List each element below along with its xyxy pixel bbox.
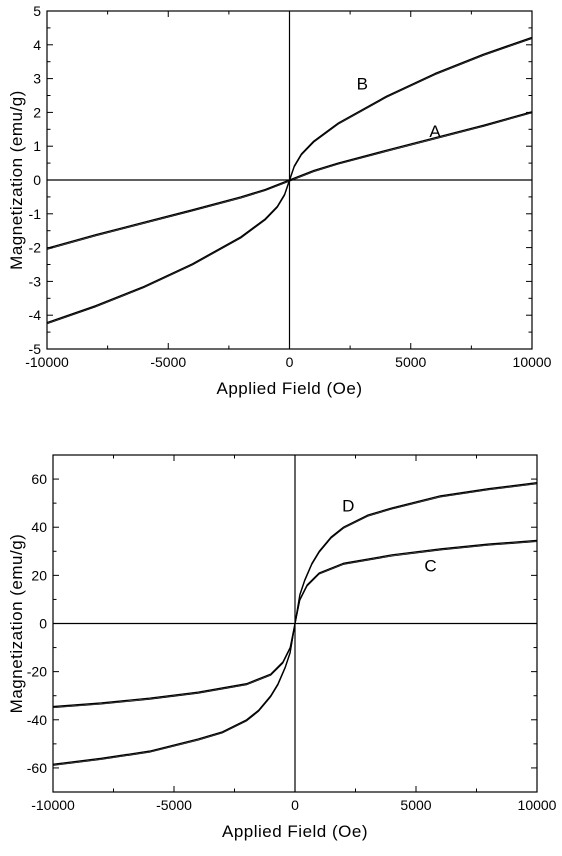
x-tick-label: -5000 (150, 354, 186, 370)
y-tick-label: 0 (39, 616, 47, 632)
x-tick-label: 10000 (518, 797, 557, 813)
series-label-D: D (342, 497, 354, 516)
chart-bottom: -10000 -5000 0 5000 10000 -60 -40 -20 0 20 40 60 App… (7, 454, 557, 841)
y-tick-label: 0 (33, 172, 41, 188)
y-tick-label: 2 (33, 104, 41, 120)
series-label-C: C (424, 557, 436, 576)
x-tick-label: -10000 (31, 797, 75, 813)
x-tick-label: 5000 (395, 354, 426, 370)
y-tick-label: 4 (33, 37, 41, 53)
chart-top: -10000 -5000 0 5000 10000 -5 -4 -3 -2 -1 0 1 2 3 4 5 App… (7, 3, 552, 398)
y-axis-title: Magnetization (emu/g) (7, 90, 26, 270)
y-tick-label: 40 (31, 519, 47, 535)
series-label-A: A (429, 122, 441, 141)
y-tick-label: -4 (29, 307, 42, 323)
y-tick-label: -1 (29, 206, 42, 222)
y-tick-label: -20 (27, 664, 47, 680)
x-tick-label: 0 (286, 354, 294, 370)
x-tick-label: 5000 (400, 797, 431, 813)
y-tick-label: 60 (31, 471, 47, 487)
x-axis-title: Applied Field (Oe) (222, 822, 368, 841)
y-tick-label: 5 (33, 3, 41, 19)
y-tick-label: -40 (27, 712, 47, 728)
x-tick-label: -10000 (25, 354, 69, 370)
series-branch-D (52, 483, 538, 766)
x-tick-label: 0 (291, 797, 299, 813)
y-tick-label: 3 (33, 71, 41, 87)
y-tick-label: 20 (31, 567, 47, 583)
y-axis-title: Magnetization (emu/g) (7, 534, 26, 714)
y-tick-label: -5 (29, 341, 42, 357)
series-label-B: B (357, 75, 368, 94)
y-tick-label: -60 (27, 760, 47, 776)
series-branch-B (46, 38, 533, 325)
x-tick-label: -5000 (156, 797, 192, 813)
x-tick-label: 10000 (513, 354, 552, 370)
y-tick-label: -3 (29, 273, 42, 289)
x-axis-title: Applied Field (Oe) (216, 379, 362, 398)
y-tick-label: -2 (29, 240, 42, 256)
y-tick-label: 1 (33, 138, 41, 154)
